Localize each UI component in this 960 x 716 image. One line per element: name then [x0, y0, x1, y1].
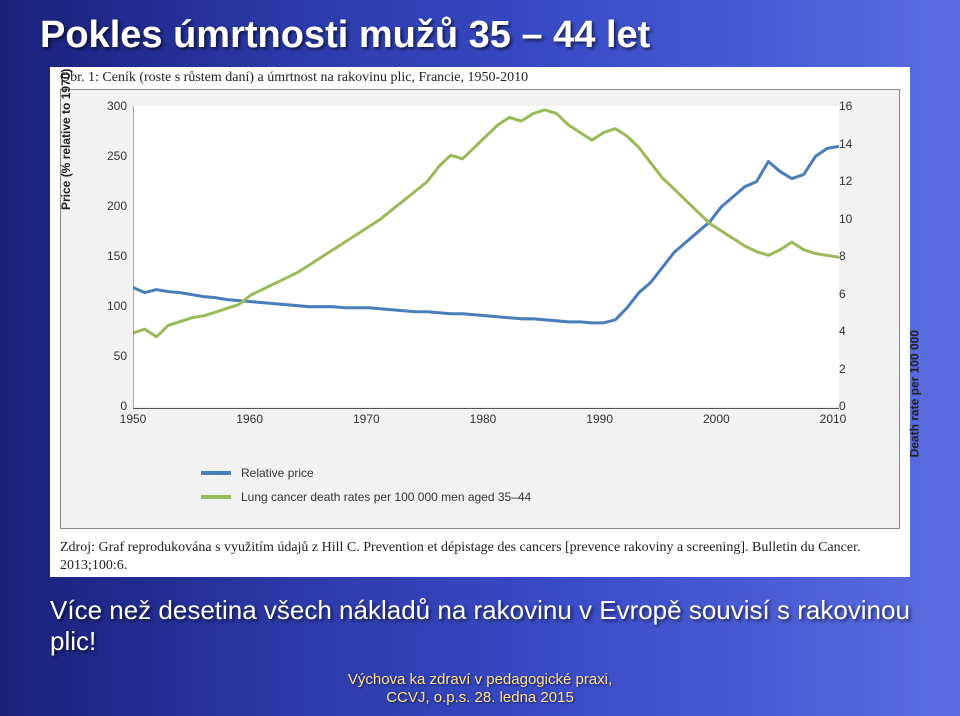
legend-label-death: Lung cancer death rates per 100 000 men …	[241, 490, 531, 504]
x-tick: 2000	[696, 412, 736, 426]
legend-swatch-price	[201, 471, 231, 475]
chart-card: Obr. 1: Ceník (roste s růstem daní) a úm…	[50, 67, 910, 577]
y-left-tick: 150	[97, 249, 127, 263]
y-left-tick: 250	[97, 149, 127, 163]
plot-area	[133, 106, 839, 406]
x-tick: 1970	[346, 412, 386, 426]
footer-line2: CCVJ, o.p.s. 28. ledna 2015	[386, 689, 574, 706]
legend-item-death: Lung cancer death rates per 100 000 men …	[201, 490, 531, 504]
legend-item-price: Relative price	[201, 466, 531, 480]
y-right-tick: 14	[839, 137, 869, 151]
y-right-tick: 0	[839, 399, 869, 413]
subtitle: Více než desetina všech nákladů na rakov…	[50, 595, 910, 657]
page-title: Pokles úmrtnosti mužů 35 – 44 let	[40, 14, 920, 57]
y-left-tick: 0	[97, 399, 127, 413]
y-right-tick: 10	[839, 212, 869, 226]
series-0	[133, 146, 839, 322]
x-tick: 1990	[580, 412, 620, 426]
y-right-tick: 8	[839, 249, 869, 263]
y-left-tick: 50	[97, 349, 127, 363]
y-left-tick: 300	[97, 99, 127, 113]
chart-citation: Zdroj: Graf reprodukována s využitím úda…	[60, 539, 900, 574]
y-left-tick: 100	[97, 299, 127, 313]
chart-caption: Obr. 1: Ceník (roste s růstem daní) a úm…	[60, 70, 900, 86]
legend: Relative price Lung cancer death rates p…	[201, 456, 531, 514]
y-left-axis-label: Price (% relative to 1970)	[59, 69, 73, 210]
series-1	[133, 110, 839, 337]
footer: Výchova ka zdraví v pedagogické praxi, C…	[0, 671, 960, 709]
x-tick: 1980	[463, 412, 503, 426]
y-right-tick: 2	[839, 362, 869, 376]
y-right-tick: 12	[839, 174, 869, 188]
footer-line1: Výchova ka zdraví v pedagogické praxi,	[348, 671, 612, 688]
y-left-tick: 200	[97, 199, 127, 213]
y-right-tick: 6	[839, 287, 869, 301]
y-right-axis-label: Death rate per 100 000	[907, 330, 921, 457]
legend-swatch-death	[201, 495, 231, 499]
y-right-tick: 4	[839, 324, 869, 338]
x-tick: 2010	[813, 412, 853, 426]
x-tick: 1960	[230, 412, 270, 426]
chart-box: Price (% relative to 1970) Death rate pe…	[60, 89, 900, 529]
x-tick: 1950	[113, 412, 153, 426]
legend-label-price: Relative price	[241, 466, 314, 480]
chart-svg	[133, 106, 839, 409]
y-right-tick: 16	[839, 99, 869, 113]
slide: Pokles úmrtnosti mužů 35 – 44 let Obr. 1…	[0, 0, 960, 716]
